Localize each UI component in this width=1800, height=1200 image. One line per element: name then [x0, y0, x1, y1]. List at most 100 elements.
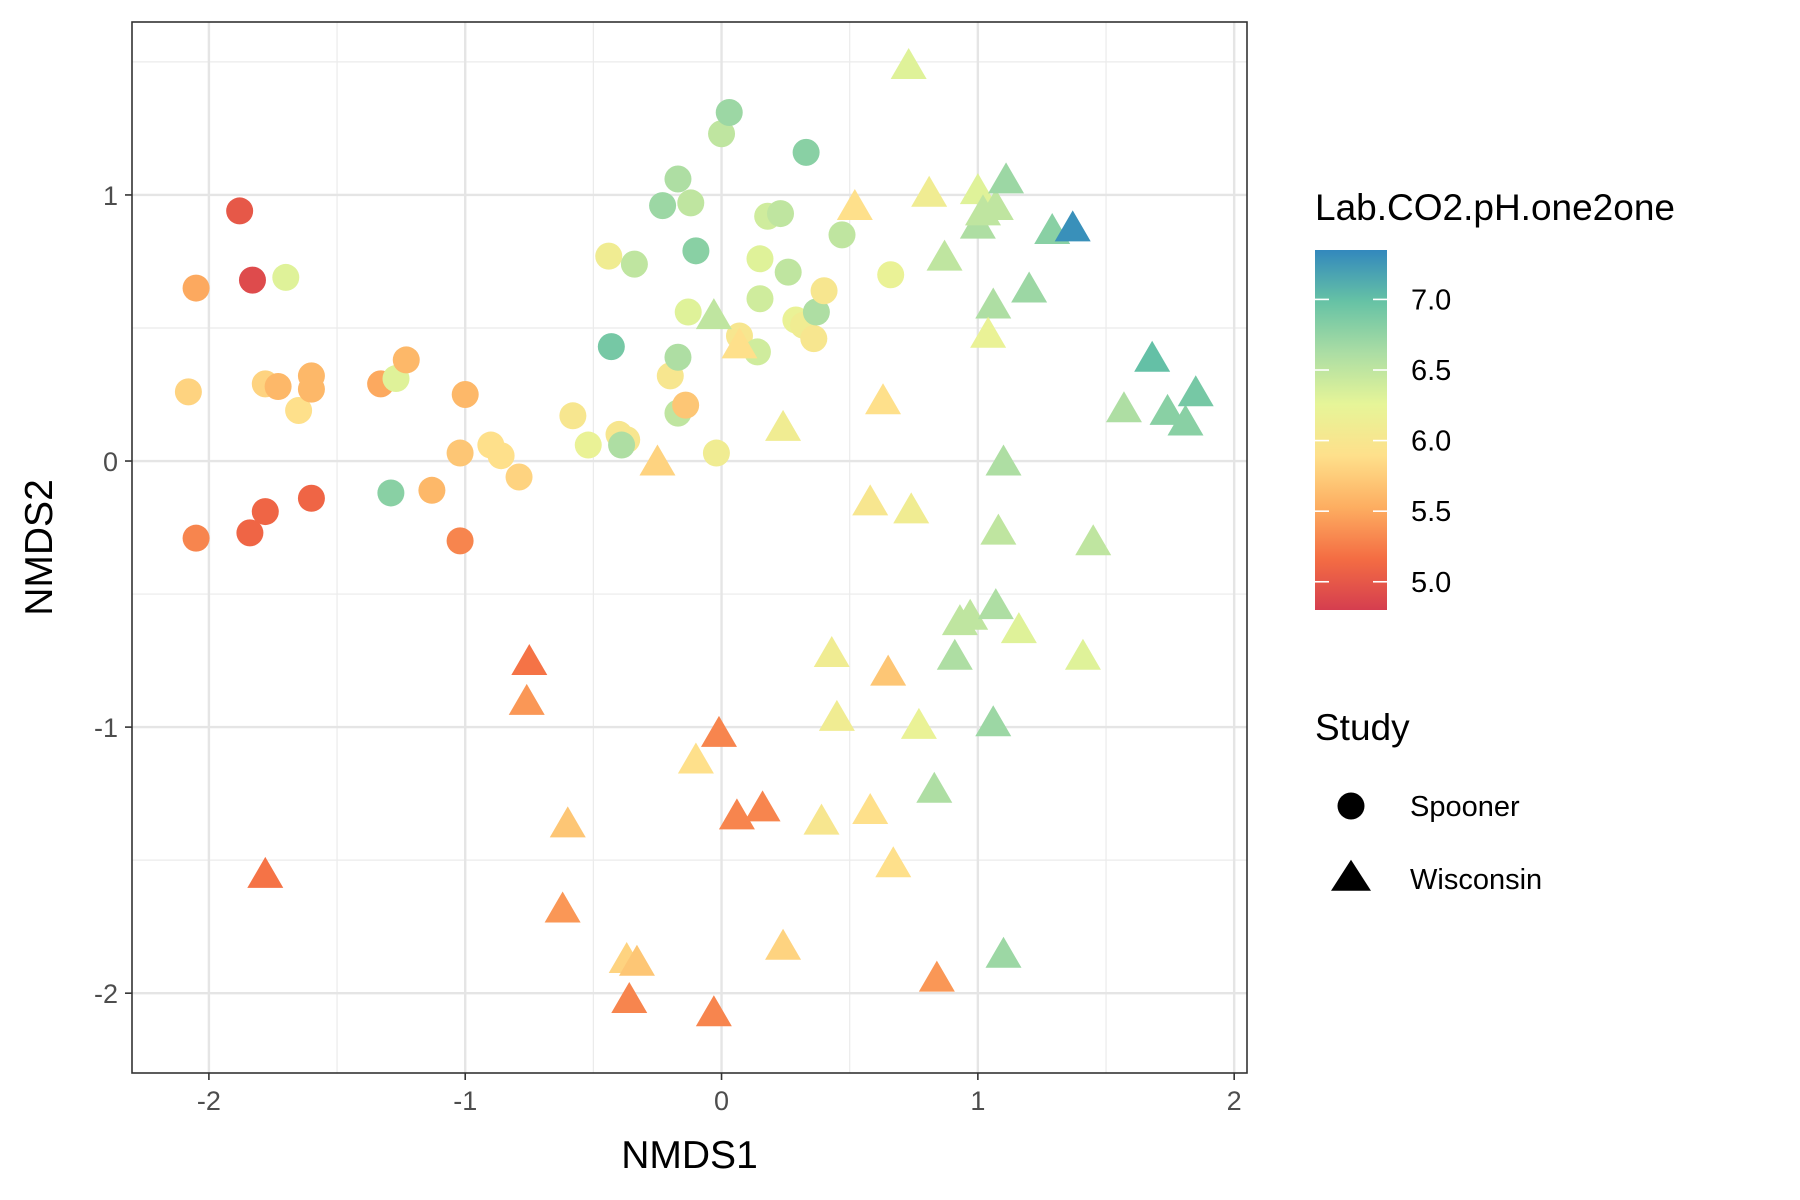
plot-panel — [131, 21, 1248, 1074]
point-wisconsin — [1000, 612, 1037, 644]
data-points — [174, 48, 1214, 1027]
colorbar-tick-label: 7.0 — [1411, 284, 1451, 316]
colorbar-tick-label: 6.0 — [1411, 426, 1451, 458]
point-wisconsin — [865, 383, 902, 415]
point-wisconsin — [611, 981, 648, 1013]
point-wisconsin — [818, 699, 855, 731]
point-wisconsin — [1134, 340, 1171, 372]
color-legend-title: Lab.CO2.pH.one2one — [1315, 187, 1675, 228]
colorbar — [1315, 250, 1387, 610]
point-wisconsin — [893, 492, 930, 524]
point-wisconsin — [836, 189, 873, 221]
point-wisconsin — [959, 173, 996, 205]
shape-legend-title: Study — [1315, 707, 1410, 748]
point-spooner — [451, 381, 479, 409]
point-wisconsin — [1167, 404, 1204, 436]
point-spooner — [597, 333, 625, 361]
point-wisconsin — [1177, 375, 1214, 407]
point-spooner — [828, 221, 856, 249]
point-wisconsin — [985, 444, 1022, 476]
colorbar-ticks: 5.0 5.5 6.0 6.5 7.0 — [1315, 284, 1451, 599]
point-wisconsin — [936, 638, 973, 670]
point-wisconsin — [977, 189, 1014, 221]
colorbar-tick-label: 5.5 — [1411, 496, 1451, 528]
point-wisconsin — [870, 654, 907, 686]
x-axis: -2 -1 0 1 2 — [197, 1073, 1242, 1116]
point-spooner — [674, 298, 702, 326]
shape-legend-label: Spooner — [1410, 791, 1520, 823]
point-spooner — [446, 439, 474, 467]
y-tick-label: -1 — [94, 713, 118, 743]
point-spooner — [649, 192, 677, 220]
y-tick-label: 1 — [103, 181, 118, 211]
point-spooner — [574, 431, 602, 459]
legend-key-triangle — [1331, 859, 1371, 891]
point-wisconsin — [1054, 210, 1091, 242]
point-spooner — [251, 498, 279, 526]
point-spooner — [392, 346, 420, 374]
point-wisconsin — [952, 598, 989, 630]
y-axis-title: NMDS2 — [18, 479, 61, 616]
point-spooner — [792, 138, 820, 166]
point-spooner — [285, 396, 313, 424]
point-spooner — [297, 375, 325, 403]
color-legend: Lab.CO2.pH.one2one 5.0 5.5 6.0 6.5 7.0 — [1315, 187, 1675, 610]
point-spooner — [702, 439, 730, 467]
colorbar-tick-label: 5.0 — [1411, 567, 1451, 599]
point-spooner — [174, 378, 202, 406]
point-wisconsin — [875, 846, 912, 878]
point-wisconsin — [803, 803, 840, 835]
point-spooner — [182, 524, 210, 552]
point-spooner — [272, 263, 300, 291]
point-wisconsin — [700, 715, 737, 747]
point-spooner — [664, 343, 692, 371]
point-spooner — [297, 484, 325, 512]
point-wisconsin — [975, 705, 1012, 737]
point-spooner — [743, 338, 771, 366]
point-spooner — [774, 258, 802, 286]
x-axis-title: NMDS1 — [621, 1134, 758, 1177]
point-wisconsin — [916, 771, 953, 803]
point-spooner — [559, 402, 587, 430]
point-wisconsin — [890, 48, 927, 80]
point-wisconsin — [511, 644, 548, 676]
x-tick-label: 0 — [714, 1086, 729, 1116]
point-spooner — [877, 261, 905, 289]
point-spooner — [746, 285, 774, 313]
point-wisconsin — [247, 856, 284, 888]
point-wisconsin — [813, 636, 850, 668]
point-spooner — [595, 242, 623, 270]
point-wisconsin — [765, 928, 802, 960]
point-wisconsin — [677, 742, 714, 774]
point-wisconsin — [926, 239, 963, 271]
panel-border — [131, 21, 1248, 1074]
point-wisconsin — [1064, 638, 1101, 670]
grid-major — [132, 22, 1247, 1073]
point-spooner — [264, 373, 292, 401]
point-spooner — [487, 442, 515, 470]
point-spooner — [708, 120, 736, 148]
legend-key-circle — [1337, 792, 1365, 820]
point-spooner — [672, 391, 700, 419]
shape-legend-entries: Spooner Wisconsin — [1331, 791, 1542, 896]
point-wisconsin — [765, 409, 802, 441]
point-wisconsin — [618, 944, 655, 976]
point-spooner — [620, 250, 648, 278]
point-wisconsin — [695, 995, 732, 1027]
point-wisconsin — [744, 790, 781, 822]
shape-legend-label: Wisconsin — [1410, 864, 1542, 896]
point-wisconsin — [852, 484, 889, 516]
point-wisconsin — [977, 588, 1014, 620]
point-spooner — [226, 197, 254, 225]
point-spooner — [800, 325, 828, 353]
point-wisconsin — [1075, 524, 1112, 556]
point-spooner — [766, 200, 794, 228]
point-wisconsin — [970, 316, 1007, 348]
point-spooner — [664, 165, 692, 193]
point-spooner — [238, 266, 266, 294]
y-tick-label: 0 — [103, 447, 118, 477]
point-spooner — [236, 519, 264, 547]
point-wisconsin — [911, 175, 948, 207]
point-spooner — [608, 431, 636, 459]
